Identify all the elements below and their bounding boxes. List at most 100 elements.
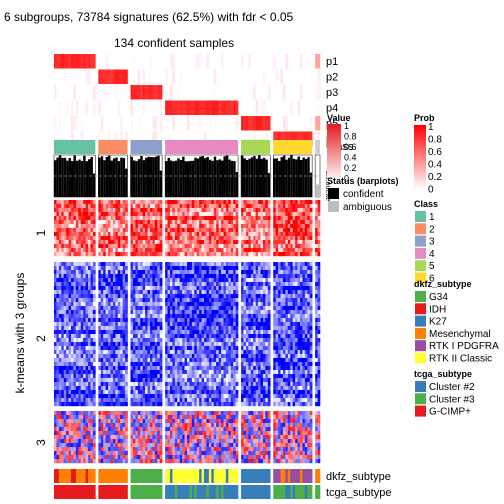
heatmap-cell <box>233 358 236 363</box>
heatmap-cell <box>145 378 148 383</box>
prob-cell <box>73 54 77 69</box>
heatmap-cell <box>211 330 215 335</box>
heatmap-cell <box>184 282 188 287</box>
heatmap-cell <box>100 248 104 253</box>
heatmap-cell <box>120 402 123 407</box>
heatmap-cell <box>218 310 222 315</box>
heatmap-cell <box>122 216 126 221</box>
prob-cell <box>120 54 123 69</box>
heatmap-cell <box>85 330 89 335</box>
heatmap-cell <box>228 302 232 307</box>
silhouette-bar <box>167 157 170 197</box>
heatmap-cell <box>68 244 72 249</box>
heatmap-cell <box>66 382 69 387</box>
heatmap-cell <box>248 232 252 237</box>
heatmap-cell <box>204 354 207 359</box>
heatmap-cell <box>204 306 207 311</box>
heatmap-cell <box>154 374 158 379</box>
prob-cell <box>132 69 136 84</box>
heatmap-cell <box>179 362 183 367</box>
prob-cell <box>287 85 291 100</box>
heatmap-cell <box>216 224 219 229</box>
heatmap-cell <box>135 294 139 299</box>
prob-cell <box>187 85 190 100</box>
heatmap-cell <box>149 266 153 271</box>
silhouette-bar <box>228 159 231 197</box>
heatmap-cell <box>100 314 104 319</box>
heatmap-cell <box>147 298 151 303</box>
heatmap-cell <box>172 208 176 213</box>
heatmap-cell <box>204 274 207 279</box>
heatmap-cell <box>115 342 119 347</box>
heatmap-cell <box>117 362 121 367</box>
heatmap-cell <box>78 370 82 375</box>
heatmap-cell <box>265 274 269 279</box>
heatmap-cell <box>103 374 106 379</box>
heatmap-cell <box>120 306 123 311</box>
heatmap-cell <box>196 220 200 225</box>
heatmap-cell <box>255 274 259 279</box>
heatmap-cell <box>66 278 69 283</box>
heatmap-cell <box>137 266 141 271</box>
heatmap-cell <box>115 298 119 303</box>
prob-cell <box>122 100 126 115</box>
heatmap-cell <box>73 208 77 213</box>
heatmap-cell <box>98 314 102 319</box>
prob-cell <box>248 69 252 84</box>
heatmap-cell <box>260 338 264 343</box>
prob-cell <box>54 85 57 100</box>
heatmap-cell <box>92 334 96 339</box>
heatmap-cell <box>235 346 239 351</box>
heatmap-cell <box>177 270 181 275</box>
heatmap-cell <box>130 350 134 355</box>
prob-cell <box>204 131 207 146</box>
heatmap-cell <box>105 310 109 315</box>
heatmap-cell <box>98 346 102 351</box>
prob-cell <box>196 116 200 131</box>
heatmap-cell <box>125 374 128 379</box>
heatmap-cell <box>235 318 239 323</box>
heatmap-cell <box>56 200 60 205</box>
heatmap-cell <box>253 322 256 327</box>
prob-cell <box>75 85 79 100</box>
heatmap-cell <box>103 318 106 323</box>
heatmap-cell <box>142 286 146 291</box>
heatmap-cell <box>149 262 153 267</box>
heatmap-cell <box>75 270 79 275</box>
heatmap-cell <box>187 232 190 237</box>
heatmap-cell <box>145 330 148 335</box>
silhouette-bar <box>85 161 89 197</box>
heatmap-cell <box>248 274 252 279</box>
heatmap-cell <box>142 294 146 299</box>
chart-subtitle: 134 confident samples <box>114 36 235 50</box>
heatmap-cell <box>83 326 86 331</box>
prob-cell <box>282 69 286 84</box>
heatmap-cell <box>63 318 67 323</box>
prob-cell <box>221 131 224 146</box>
heatmap-cell <box>122 342 126 347</box>
heatmap-cell <box>179 386 183 391</box>
heatmap-cell <box>137 342 141 347</box>
heatmap-cell <box>140 386 143 391</box>
heatmap-cell <box>241 216 244 221</box>
heatmap-cell <box>108 338 111 343</box>
heatmap-cell <box>80 204 84 209</box>
heatmap-cell <box>235 334 239 339</box>
heatmap-cell <box>213 338 217 343</box>
heatmap-cell <box>225 370 229 375</box>
heatmap-cell <box>73 294 77 299</box>
heatmap-cell <box>88 354 91 359</box>
heatmap-cell <box>122 244 126 249</box>
prob-cell <box>145 116 148 131</box>
prob-cell <box>66 131 69 146</box>
heatmap-cell <box>177 350 181 355</box>
heatmap-cell <box>135 394 139 399</box>
heatmap-cell <box>61 262 65 267</box>
heatmap-cell <box>267 318 271 323</box>
heatmap-cell <box>92 402 96 407</box>
heatmap-cell <box>159 252 163 257</box>
heatmap-cell <box>225 200 229 205</box>
heatmap-cell <box>112 244 116 249</box>
heatmap-cell <box>66 350 69 355</box>
heatmap-cell <box>223 282 227 287</box>
